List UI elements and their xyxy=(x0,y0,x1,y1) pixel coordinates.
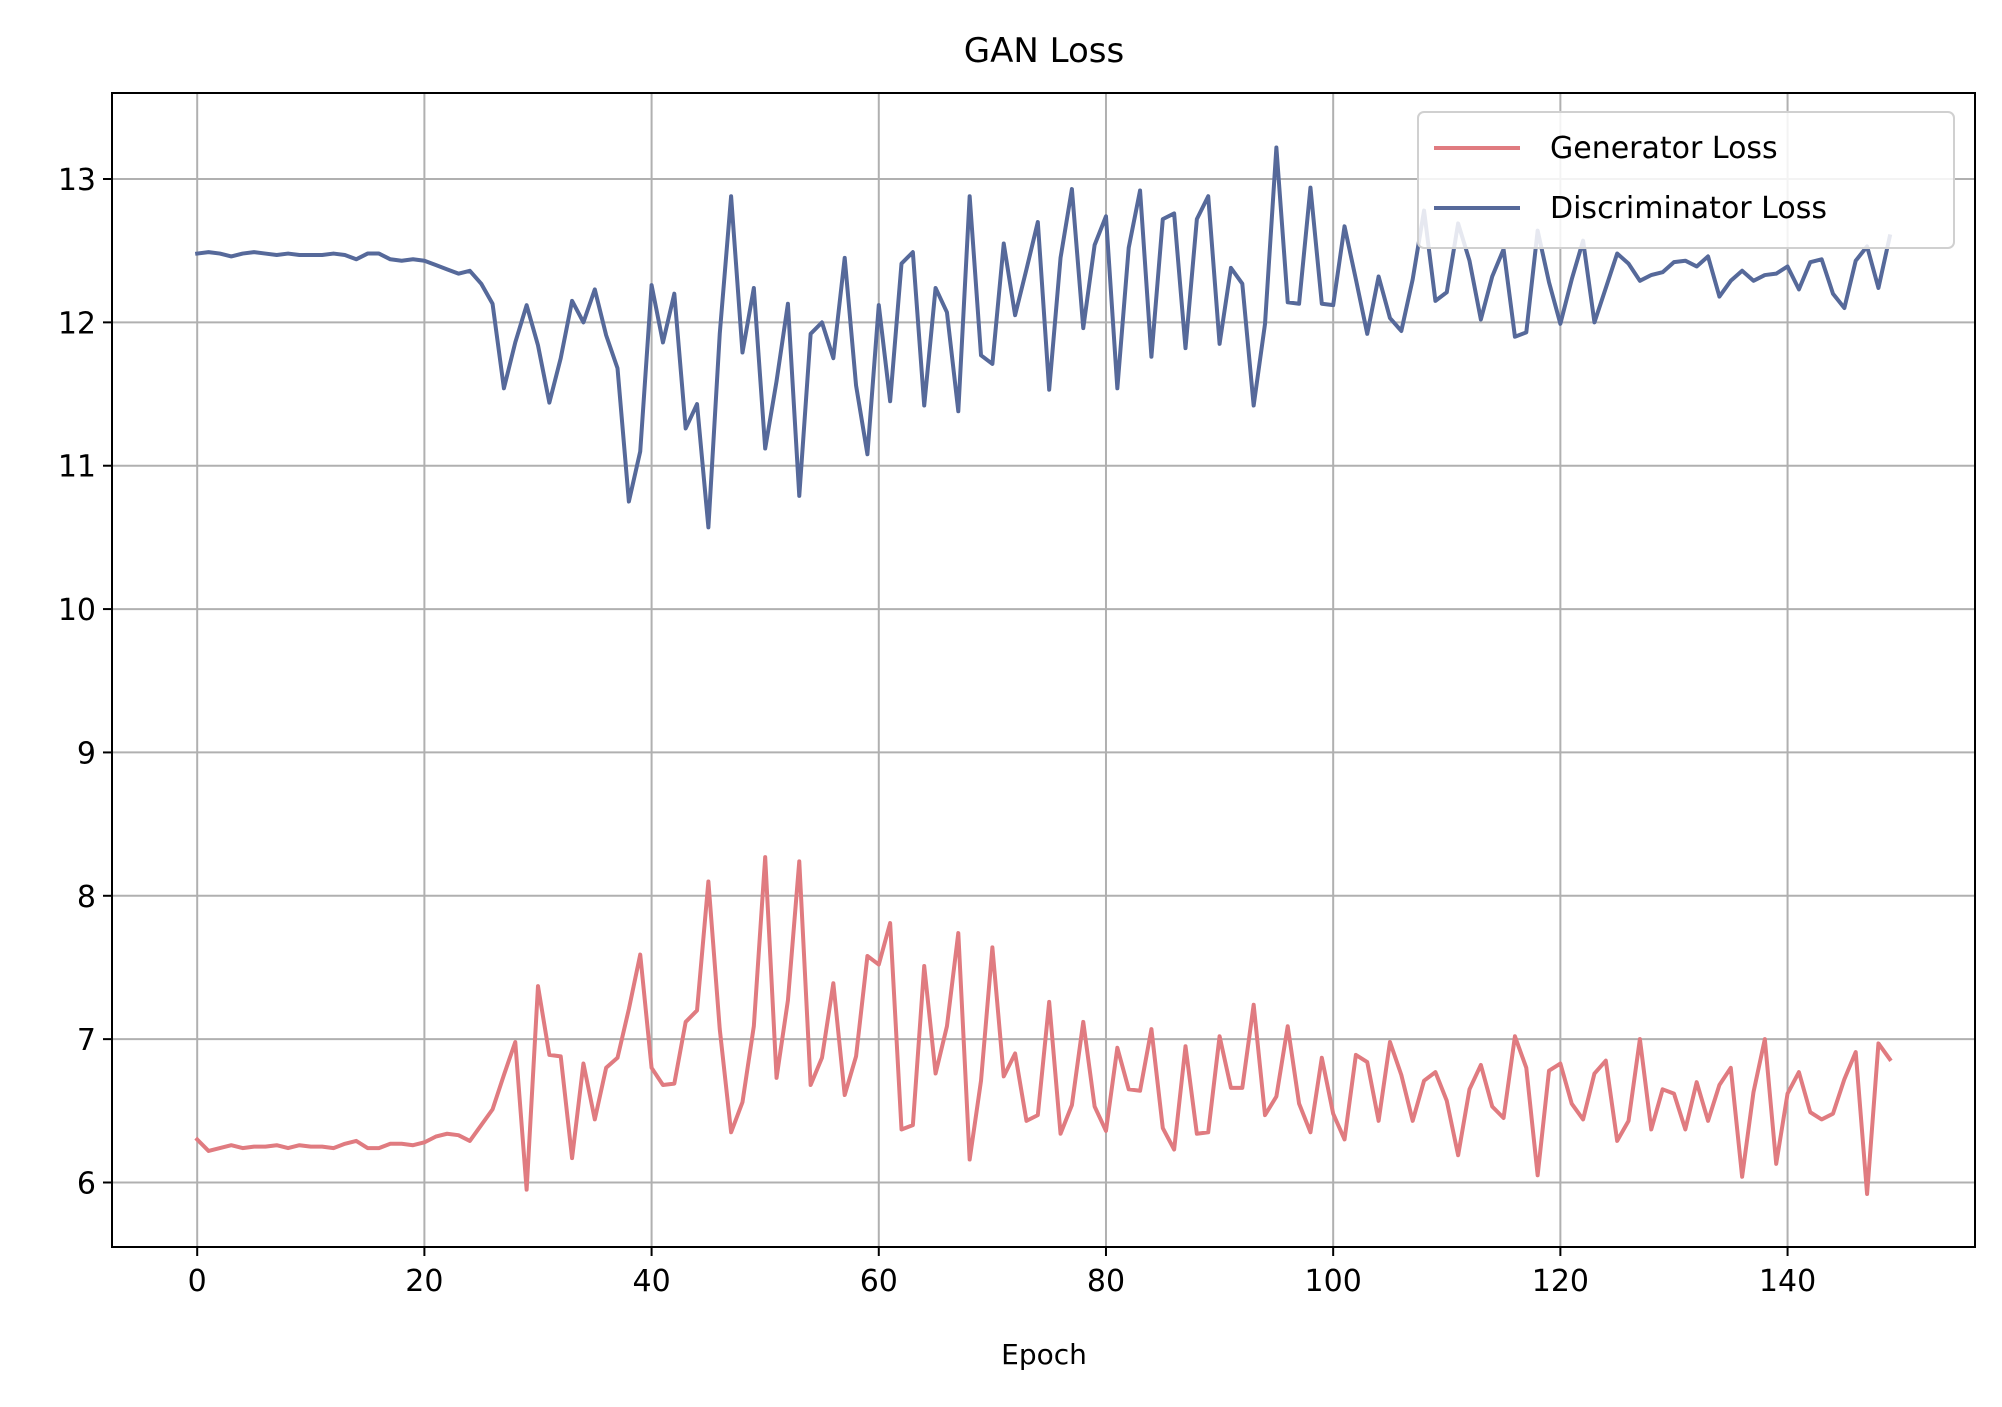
series-line-generator-loss xyxy=(194,855,1893,1196)
x-tick-label: 60 xyxy=(860,1264,898,1299)
axis-ticks: 0 20 40 60 80 100 120 140 6 7 8 9 10 11 12 13 xyxy=(58,163,1816,1299)
y-tick-label: 12 xyxy=(58,306,96,341)
chart-title: GAN Loss xyxy=(964,31,1124,71)
x-tick-label: 20 xyxy=(405,1264,443,1299)
y-tick-label: 10 xyxy=(58,593,96,628)
x-axis-label: Epoch xyxy=(1001,1338,1087,1371)
y-tick-label: 13 xyxy=(58,163,96,198)
y-tick-label: 8 xyxy=(77,880,96,915)
x-tick-label: 80 xyxy=(1087,1264,1125,1299)
x-tick-label: 100 xyxy=(1305,1264,1362,1299)
x-tick-label: 120 xyxy=(1532,1264,1589,1299)
series-line-discriminator-loss xyxy=(194,145,1893,530)
legend-label-generator: Generator Loss xyxy=(1550,131,1778,166)
series-lines xyxy=(194,145,1893,1196)
plot-area-frame xyxy=(111,92,1976,1248)
y-tick-label: 9 xyxy=(77,736,96,771)
y-tick-label: 7 xyxy=(77,1023,96,1058)
x-tick-label: 140 xyxy=(1759,1264,1816,1299)
legend: Generator Loss Discriminator Loss xyxy=(1417,111,1955,249)
legend-label-discriminator: Discriminator Loss xyxy=(1550,191,1827,226)
y-tick-label: 6 xyxy=(77,1166,96,1201)
x-tick-label: 40 xyxy=(632,1264,670,1299)
x-tick-label: 0 xyxy=(188,1264,207,1299)
legend-box xyxy=(1417,111,1955,249)
y-tick-label: 11 xyxy=(58,450,96,485)
